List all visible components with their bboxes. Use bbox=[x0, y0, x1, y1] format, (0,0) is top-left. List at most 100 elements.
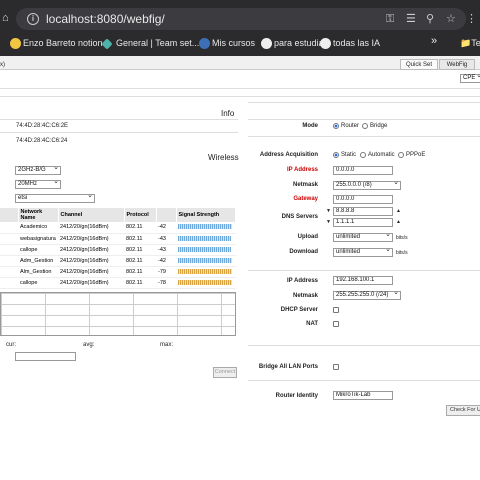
network-name-cell: Academico bbox=[18, 222, 58, 234]
divider bbox=[248, 136, 480, 137]
signal-cell: -42 bbox=[156, 255, 176, 267]
bridge-lan-ports-checkbox[interactable] bbox=[333, 364, 339, 370]
divider bbox=[248, 270, 480, 271]
channel-cell: 2412/20/gn(16dBm) bbox=[58, 233, 124, 245]
download-select[interactable]: unlimited bbox=[333, 246, 393, 257]
channel-cell: 2412/20/gn(16dBm) bbox=[58, 244, 124, 256]
bookmark-1[interactable]: Enzo Barreto notion bbox=[23, 38, 103, 48]
divider bbox=[0, 96, 480, 97]
bookmark-3[interactable]: Mis cursos bbox=[212, 38, 256, 48]
info-title: Info bbox=[221, 109, 235, 118]
mode-select[interactable]: CPE bbox=[460, 72, 480, 83]
row-select-cell bbox=[0, 277, 18, 289]
signal-graph bbox=[0, 292, 236, 336]
mode-bridge-radio[interactable] bbox=[362, 123, 368, 129]
zoom-icon[interactable]: ⚲ bbox=[426, 13, 435, 25]
ip-address-input[interactable]: 0.0.0.0 bbox=[333, 166, 393, 175]
lan-netmask-select[interactable]: 255.255.255.0 (/24) bbox=[333, 289, 401, 300]
acq-pppoe-label: PPPoE bbox=[406, 152, 426, 158]
menu-icon[interactable]: ⋮ bbox=[466, 13, 477, 25]
acq-automatic-radio[interactable] bbox=[360, 152, 366, 158]
mode-router-radio[interactable] bbox=[333, 123, 339, 129]
folder-bookmark[interactable]: 📁Te bbox=[460, 38, 480, 49]
signal-strength-cell bbox=[176, 244, 236, 256]
bookmark-icon-1 bbox=[10, 38, 21, 49]
stat-avg: avg: bbox=[83, 342, 95, 348]
bookmark-4[interactable]: para estudiar bbox=[274, 38, 327, 48]
connect-button[interactable]: Connect bbox=[213, 367, 237, 378]
dns-remove-icon[interactable]: ▼ bbox=[326, 208, 331, 214]
upload-unit: bits/s bbox=[396, 235, 408, 241]
signal-strength-cell bbox=[176, 233, 236, 245]
star-icon[interactable]: ☆ bbox=[446, 13, 456, 25]
wireless-title: Wireless bbox=[208, 153, 239, 162]
mode-label: Mode bbox=[302, 123, 318, 129]
password-input[interactable] bbox=[15, 352, 76, 361]
table-row[interactable]: webasignatura 2412/20/gn(16dBm) 802.11 -43 bbox=[0, 233, 236, 245]
table-row[interactable]: Academico 2412/20/gn(16dBm) 802.11 -42 bbox=[0, 222, 236, 234]
network-name-cell: callope bbox=[18, 277, 58, 289]
key-icon[interactable]: ⚿ bbox=[386, 13, 395, 25]
signal-strength-bar bbox=[178, 224, 232, 230]
signal-strength-bar bbox=[178, 246, 231, 252]
nat-checkbox[interactable] bbox=[333, 321, 339, 327]
row-select-cell bbox=[0, 255, 18, 267]
address-acquisition-label: Address Acquisition bbox=[259, 152, 318, 158]
gateway-input[interactable]: 0.0.0.0 bbox=[333, 195, 393, 204]
table-row[interactable]: callope 2412/20/gn(16dBm) 802.11 -78 bbox=[0, 277, 236, 289]
col-signal-strength: Signal Strength bbox=[176, 208, 236, 222]
site-info-icon[interactable]: i bbox=[27, 13, 39, 25]
signal-cell: -43 bbox=[156, 244, 176, 256]
bookmark-5[interactable]: todas las IA bbox=[333, 38, 381, 48]
mac-address-1: 74:4D:28:4C:C6:2E bbox=[16, 123, 69, 129]
more-bookmarks[interactable]: » bbox=[431, 35, 438, 47]
folder-bookmark-label: Te bbox=[471, 38, 480, 48]
address-bar[interactable] bbox=[16, 8, 466, 30]
protocol-cell: 802.11 bbox=[124, 244, 156, 256]
dns-servers-label: DNS Servers bbox=[281, 214, 318, 220]
lan-ip-address-input[interactable]: 192.168.100.1 bbox=[333, 276, 393, 285]
stat-cur: cur: bbox=[6, 342, 17, 348]
protocol-cell: 802.11 bbox=[124, 277, 156, 289]
channel-cell: 2412/20/gn(16dBm) bbox=[58, 266, 124, 278]
home-icon[interactable]: ⌂ bbox=[2, 12, 9, 24]
divider bbox=[248, 119, 480, 120]
country-select[interactable]: etsi bbox=[15, 192, 95, 203]
webfig-header bbox=[0, 56, 480, 70]
protocol-cell: 802.11 bbox=[124, 266, 156, 278]
band-select[interactable]: 2GHz-B/G bbox=[15, 164, 61, 175]
table-row[interactable]: Adm_Gestion 2412/20/gn(16dBm) 802.11 -42 bbox=[0, 255, 236, 267]
check-for-updates-button[interactable]: Check For Up bbox=[446, 405, 480, 416]
upload-select[interactable]: unlimited bbox=[333, 231, 393, 242]
bookmark-2[interactable]: General | Team set... bbox=[116, 38, 200, 48]
bookmark-icon-4 bbox=[261, 38, 272, 49]
dns-add-icon[interactable]: ▲ bbox=[396, 219, 401, 225]
tab-webfig[interactable]: WebFig bbox=[439, 59, 475, 70]
dns-remove-icon[interactable]: ▼ bbox=[326, 219, 331, 225]
table-row[interactable]: callope 2412/20/gn(16dBm) 802.11 -43 bbox=[0, 244, 236, 256]
acq-pppoe-radio[interactable] bbox=[398, 152, 404, 158]
dns-server-2-input[interactable]: 1.1.1.1 bbox=[333, 218, 393, 227]
header-left-text: x) bbox=[0, 62, 5, 68]
dhcp-server-checkbox[interactable] bbox=[333, 307, 339, 313]
dhcp-server-label: DHCP Server bbox=[280, 307, 318, 313]
dns-add-icon[interactable]: ▲ bbox=[396, 208, 401, 214]
row-select-cell bbox=[0, 233, 18, 245]
channel-cell: 2412/20/gn(16dBm) bbox=[58, 222, 124, 234]
translate-icon[interactable]: ☰ bbox=[406, 13, 416, 25]
ip-address-label: IP Address bbox=[286, 167, 318, 173]
router-identity-input[interactable]: MikroTik-Lab bbox=[333, 391, 393, 400]
row-select-cell bbox=[0, 266, 18, 278]
signal-strength-cell bbox=[176, 266, 236, 278]
dns-server-1-input[interactable]: 8.8.8.8 bbox=[333, 207, 393, 216]
signal-cell: -78 bbox=[156, 277, 176, 289]
acq-static-radio[interactable] bbox=[333, 152, 339, 158]
channel-width-select[interactable]: 20MHz bbox=[15, 178, 61, 189]
signal-strength-bar bbox=[178, 235, 231, 241]
table-row[interactable]: Alm_Gestion 2412/20/gn(16dBm) 802.11 -79 bbox=[0, 266, 236, 278]
protocol-cell: 802.11 bbox=[124, 255, 156, 267]
network-name-cell: Alm_Gestion bbox=[18, 266, 58, 278]
url-text[interactable]: localhost:8080/webfig/ bbox=[46, 12, 165, 26]
netmask-select[interactable]: 255.0.0.0 (/8) bbox=[333, 179, 401, 190]
tab-quick-set[interactable]: Quick Set bbox=[400, 59, 438, 70]
